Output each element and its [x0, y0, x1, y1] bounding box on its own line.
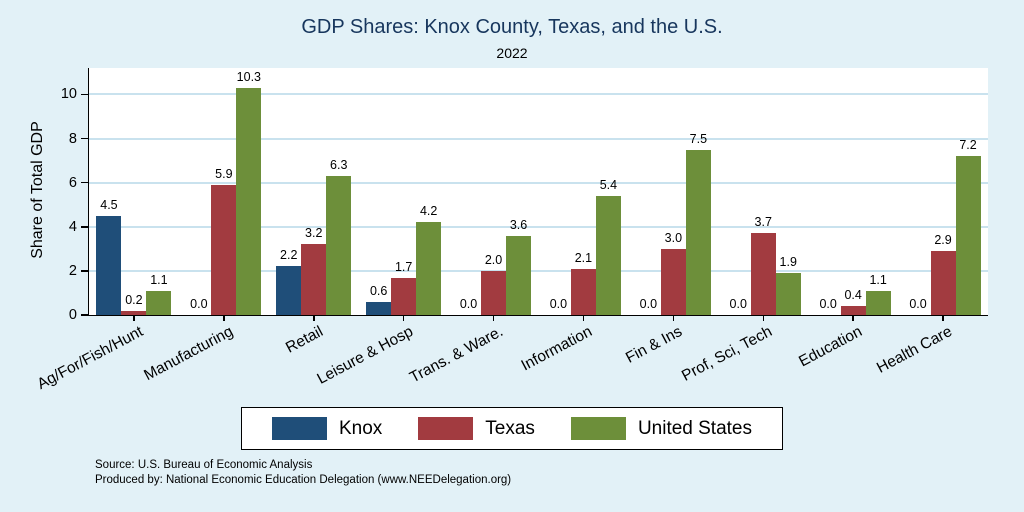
bar-value-label: 2.0 [484, 252, 503, 267]
legend-item: Texas [418, 417, 535, 440]
grid-line [89, 181, 988, 184]
bar [685, 149, 711, 315]
bar [930, 251, 956, 315]
bar-value-label: 2.1 [574, 250, 593, 265]
bar [326, 176, 352, 315]
bar [236, 87, 262, 315]
y-axis-tick-label: 2 [68, 262, 77, 279]
bar-value-label: 1.7 [394, 259, 413, 274]
bar-value-label: 7.2 [959, 138, 977, 153]
legend-swatch [418, 417, 474, 440]
bar [96, 215, 122, 315]
bar [481, 270, 507, 315]
x-axis-tick [582, 315, 585, 321]
bar-value-label: 0.6 [369, 283, 388, 298]
bar-value-label: 2.2 [280, 248, 298, 263]
bar [366, 301, 392, 315]
bar-value-label: 6.3 [330, 158, 348, 173]
x-axis-tick [762, 315, 764, 321]
bar [146, 290, 172, 315]
x-axis-tick [133, 315, 135, 321]
bar-value-label: 3.7 [754, 215, 772, 230]
bar [570, 268, 596, 315]
bar-value-label: 1.1 [869, 272, 887, 287]
bar [955, 156, 981, 315]
x-axis-tick [492, 315, 495, 321]
bar-value-label: 0.0 [819, 297, 837, 311]
bar-value-label: 0.0 [729, 297, 747, 311]
bar-value-label: 7.5 [689, 131, 708, 146]
legend-item-label: Texas [485, 417, 535, 439]
bar [121, 310, 147, 315]
y-axis-tick-label: 10 [60, 86, 77, 103]
bar [391, 277, 417, 315]
y-axis-tick-label: 6 [68, 174, 77, 191]
grid-line [89, 269, 988, 272]
bar [865, 290, 891, 315]
bar-value-label: 0.2 [125, 292, 143, 307]
bar-value-label: 1.9 [779, 255, 797, 270]
y-axis-tick [81, 270, 89, 272]
bar-value-label: 3.6 [509, 217, 528, 232]
x-axis-tick [672, 315, 675, 321]
bar [416, 222, 442, 315]
legend-swatch [570, 417, 626, 440]
chart-subtitle: 2022 [496, 45, 528, 61]
grid-line [89, 225, 988, 228]
x-axis-tick [402, 315, 405, 321]
bar [660, 248, 686, 315]
x-axis-tick [223, 315, 225, 321]
bar-value-label: 0.0 [639, 297, 658, 311]
bar [276, 266, 302, 315]
bar [301, 244, 327, 315]
chart-title: GDP Shares: Knox County, Texas, and the … [301, 16, 723, 38]
legend-item-label: Knox [338, 417, 383, 439]
bar [506, 235, 532, 315]
bar-value-label: 0.0 [190, 297, 208, 311]
bar-value-label: 2.9 [934, 233, 952, 248]
y-axis-tick [81, 314, 89, 316]
bar-value-label: 3.2 [305, 226, 323, 241]
y-axis-tick [81, 93, 89, 96]
bar-value-label: 1.1 [150, 272, 168, 287]
y-axis-tick-label: 0 [68, 307, 77, 323]
bar-value-label: 0.0 [909, 297, 927, 311]
legend-box: Knox Texas United States [240, 407, 784, 450]
legend: Knox Texas United States [0, 407, 1024, 450]
bar-value-label: 5.4 [599, 177, 618, 192]
bar-value-label: 4.5 [100, 197, 118, 212]
legend-swatch [271, 417, 327, 440]
bar-value-label: 0.0 [459, 297, 478, 311]
produced-by-note: Produced by: National Economic Education… [95, 474, 512, 486]
bar-value-label: 10.3 [236, 69, 262, 84]
x-axis-tick [313, 315, 315, 321]
bar [211, 184, 237, 315]
plot-area: 0 2 4 6 8 10 Ag/For/Fish/Hunt 4.5 0.2 1.1 Manufact… [35, 68, 988, 393]
bar-value-label: 0.0 [549, 297, 568, 311]
bar [595, 195, 621, 315]
bar-value-label: 4.2 [419, 204, 438, 219]
y-axis-tick [81, 181, 89, 184]
bar-value-label: 5.9 [215, 166, 233, 181]
y-axis-tick [81, 137, 89, 140]
bar-value-label: 3.0 [664, 230, 683, 245]
grid-line [89, 93, 988, 96]
y-axis-tick [81, 226, 89, 228]
y-axis-tick-label: 8 [68, 130, 77, 147]
legend-item: Knox [271, 417, 383, 440]
y-axis-tick-label: 4 [68, 218, 77, 235]
grid-line [89, 137, 988, 140]
bar-value-label: 0.4 [844, 288, 862, 303]
x-axis-tick [852, 315, 854, 321]
x-axis-tick [942, 315, 944, 321]
legend-item-label: United States [637, 417, 753, 439]
source-note: Source: U.S. Bureau of Economic Analysis [95, 459, 313, 471]
bar [775, 273, 801, 315]
bar [750, 233, 776, 315]
legend-item: United States [570, 417, 753, 440]
bar [840, 306, 866, 315]
